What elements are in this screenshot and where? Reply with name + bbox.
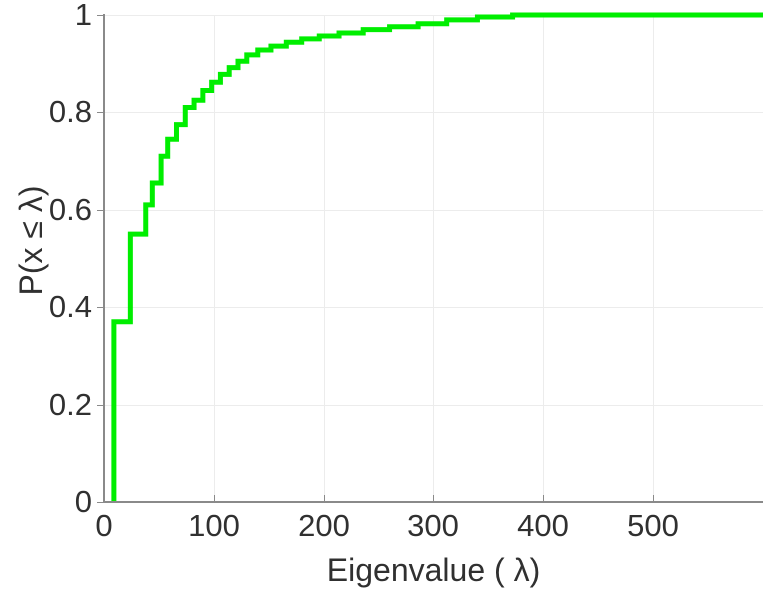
y-tick-label-1: 1	[74, 0, 92, 32]
gridline-horizontal	[104, 210, 763, 211]
x-tick-label-400: 400	[517, 508, 569, 543]
y-tick-label-0: 0	[74, 484, 92, 519]
x-axis-tick	[653, 495, 654, 502]
y-tick-label-0-2: 0.2	[48, 387, 92, 422]
y-axis-tick	[97, 307, 104, 308]
gridline-horizontal	[104, 307, 763, 308]
x-tick-label-300: 300	[407, 508, 459, 543]
y-tick-label-0-8: 0.8	[48, 94, 92, 129]
x-tick-label-200: 200	[298, 508, 350, 543]
y-axis-tick	[97, 210, 104, 211]
x-axis-tick	[104, 495, 105, 502]
x-axis-tick	[324, 495, 325, 502]
gridline-vertical	[653, 15, 654, 502]
y-axis-tick	[97, 502, 104, 503]
x-axis-tick	[214, 495, 215, 502]
x-axis-tick	[543, 495, 544, 502]
gridline-vertical	[214, 15, 215, 502]
x-axis-label: Eigenvalue ( λ)	[326, 552, 541, 588]
y-axis-line	[103, 14, 105, 503]
gridline-horizontal	[104, 112, 763, 113]
y-tick-label-0-6: 0.6	[48, 192, 92, 227]
cdf-step-curve	[111, 12, 763, 502]
gridline-horizontal	[104, 15, 763, 16]
gridline-vertical	[324, 15, 325, 502]
y-axis-tick	[97, 15, 104, 16]
gridline-horizontal	[104, 405, 763, 406]
gridline-vertical	[543, 15, 544, 502]
y-axis-tick	[97, 112, 104, 113]
x-axis-line	[103, 501, 763, 503]
x-tick-label-100: 100	[188, 508, 240, 543]
y-axis-tick	[97, 405, 104, 406]
y-tick-label-0-4: 0.4	[48, 289, 92, 324]
plot-area	[104, 12, 763, 502]
x-axis-tick	[433, 495, 434, 502]
x-tick-label-0: 0	[95, 508, 113, 543]
x-tick-label-500: 500	[627, 508, 679, 543]
y-axis-label: P(x ≤ λ)	[13, 185, 49, 296]
gridline-vertical	[433, 15, 434, 502]
